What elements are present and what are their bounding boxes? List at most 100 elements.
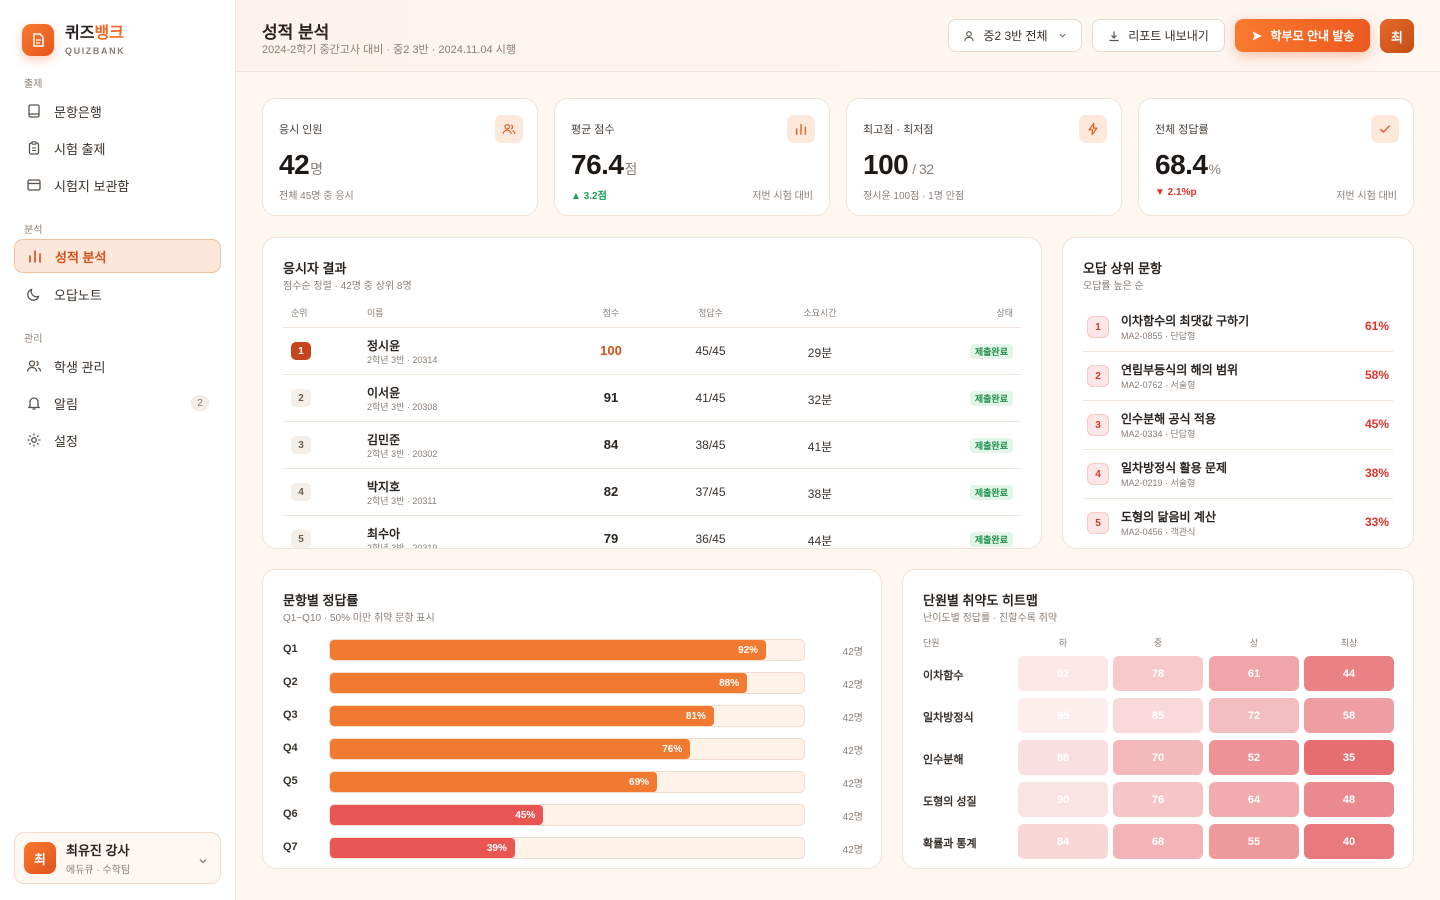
sidebar-item-score-analysis[interactable]: 성적 분석 (14, 239, 221, 273)
export-report-button[interactable]: 리포트 내보내기 (1092, 19, 1225, 52)
heatmap-cell[interactable]: 40 (1304, 824, 1394, 859)
list-item[interactable]: 5 도형의 닮음비 계산 MA2-0456 · 객관식 33% (1083, 499, 1393, 548)
users-icon (25, 357, 43, 375)
student-name: 김민준 (367, 433, 401, 447)
col-header-score[interactable]: 점수 (602, 308, 620, 318)
respondent-count: 42명 (842, 680, 863, 691)
col-header-rank[interactable]: 순위 (291, 308, 308, 318)
heatmap-cell[interactable]: 76 (1113, 782, 1203, 817)
sidebar-item-create-exam[interactable]: 시험 출제 (14, 131, 221, 165)
col-header-correct[interactable]: 정답수 (698, 308, 723, 318)
heatmap-unit-header: 단원 (923, 638, 940, 648)
sidebar-item-students[interactable]: 학생 관리 (14, 349, 221, 383)
student-correct: 45/45 (695, 344, 726, 358)
heatmap-level-header: 하 (1058, 638, 1068, 648)
sidebar-item-question-bank[interactable]: 문항은행 (14, 94, 221, 128)
kpi-label: 전체 정답률 (1155, 124, 1209, 136)
list-item[interactable]: 4 일차방정식 활용 문제 MA2-0219 · 서술형 38% (1083, 450, 1393, 499)
wrong-rate: 58% (1364, 368, 1389, 382)
table-row[interactable]: 4 박지호 2학년 3반 · 20311 82 37/45 38분 제출완료 (283, 468, 1021, 515)
heatmap-cell[interactable]: 35 (1304, 740, 1394, 775)
bar-chart-icon (787, 115, 815, 143)
heatmap-unit-label: 도형의 성질 (923, 796, 977, 808)
heatmap-cell[interactable]: 55 (1209, 824, 1299, 859)
list-item[interactable]: 1 이차함수의 최댓값 구하기 MA2-0855 · 단답형 61% (1083, 303, 1393, 352)
status-badge: 제출완료 (969, 438, 1013, 453)
heatmap-cell[interactable]: 68 (1113, 824, 1203, 859)
student-time: 41분 (807, 440, 833, 454)
question-label: Q6 (283, 808, 298, 820)
heatmap-unit-label: 인수분해 (923, 754, 964, 766)
brand-logo[interactable]: 퀴즈뱅크 QUIZBANK (22, 24, 125, 56)
accuracy-bar: 76% (330, 739, 691, 759)
question-accuracy-row[interactable]: Q1 92% 42명 (283, 639, 863, 661)
question-label: Q3 (283, 709, 298, 721)
kpi-value: 76.4점 (571, 149, 637, 180)
results-card: 응시자 결과 점수순 정렬 · 42명 중 상위 8명 순위 이름 점수 정답수… (262, 237, 1042, 549)
col-header-status[interactable]: 상태 (996, 308, 1013, 318)
question-accuracy-row[interactable]: Q3 81% 42명 (283, 705, 863, 727)
sidebar: 퀴즈뱅크 QUIZBANK 출제 문항은행 시험 출제 시험지 보관함 분석 성… (0, 0, 236, 900)
heatmap-cell[interactable]: 61 (1209, 656, 1299, 691)
question-accuracy-row[interactable]: Q2 88% 42명 (283, 672, 863, 694)
table-row[interactable]: 2 이서윤 2학년 3반 · 20308 91 41/45 32분 제출완료 (283, 374, 1021, 421)
sidebar-item-settings[interactable]: 설정 (14, 423, 221, 457)
table-row[interactable]: 1 정시윤 2학년 3반 · 20314 100 45/45 29분 제출완료 (283, 327, 1021, 374)
header-avatar[interactable]: 최 (1380, 19, 1414, 53)
student-score: 79 (603, 531, 619, 546)
sidebar-item-label: 문항은행 (54, 104, 102, 120)
avatar: 최 (24, 842, 56, 874)
send-parent-notice-button[interactable]: 학부모 안내 발송 (1235, 19, 1370, 52)
col-header-name[interactable]: 이름 (367, 308, 384, 318)
heatmap-cell[interactable]: 95 (1018, 698, 1108, 733)
col-header-time[interactable]: 소요시간 (803, 308, 837, 318)
list-item[interactable]: 2 연립부등식의 해의 범위 MA2-0762 · 서술형 58% (1083, 352, 1393, 401)
heatmap-cell[interactable]: 85 (1113, 698, 1203, 733)
class-select-dropdown[interactable]: 중2 3반 전체 (948, 19, 1082, 52)
question-accuracy-row[interactable]: Q5 69% 42명 (283, 771, 863, 793)
sidebar-item-wrong-notes[interactable]: 오답노트 (14, 277, 221, 311)
student-time: 44분 (807, 534, 833, 548)
kpi-label: 응시 인원 (279, 124, 323, 136)
question-label: Q1 (283, 643, 298, 655)
student-meta: 2학년 3반 · 20314 (367, 355, 438, 365)
kpi-card-accuracy: 전체 정답률 68.4% ▼ 2.1%p 저번 시험 대비 (1138, 98, 1414, 216)
table-row[interactable]: 5 최수아 2학년 3반 · 20319 79 36/45 44분 제출완료 (283, 515, 1021, 548)
kpi-label: 최고점 · 최저점 (863, 124, 934, 136)
wrong-title: 오답 상위 문항 (1083, 261, 1162, 276)
results-title: 응시자 결과 (283, 261, 347, 276)
heatmap-cell[interactable]: 44 (1304, 656, 1394, 691)
question-label: Q7 (283, 841, 298, 853)
status-badge: 제출완료 (969, 485, 1013, 500)
heatmap-cell[interactable]: 90 (1018, 782, 1108, 817)
table-row[interactable]: 3 김민준 2학년 3반 · 20302 84 38/45 41분 제출완료 (283, 421, 1021, 468)
question-accuracy-row[interactable]: Q7 39% 42명 (283, 837, 863, 859)
heatmap-cell[interactable]: 48 (1304, 782, 1394, 817)
sidebar-item-label: 시험 출제 (54, 141, 106, 157)
heatmap-cell[interactable]: 84 (1018, 824, 1108, 859)
wrong-question-code: MA2-0219 · 서술형 (1121, 478, 1196, 488)
heatmap-cell[interactable]: 78 (1113, 656, 1203, 691)
question-accuracy-row[interactable]: Q6 45% 42명 (283, 804, 863, 826)
sidebar-item-label: 설정 (54, 433, 78, 449)
heatmap-cell[interactable]: 88 (1018, 740, 1108, 775)
student-time: 38분 (807, 487, 833, 501)
brand-name: 퀴즈뱅크 (65, 24, 124, 42)
sidebar-item-exam-archive[interactable]: 시험지 보관함 (14, 168, 221, 202)
heatmap-cell[interactable]: 58 (1304, 698, 1394, 733)
wrong-rate: 61% (1364, 319, 1389, 333)
wrong-question-code: MA2-0855 · 단답형 (1121, 331, 1196, 341)
nav-section-analysis: 분석 (24, 225, 43, 236)
kpi-foot: 정시윤 100점 · 1명 만점 (863, 191, 965, 202)
sidebar-item-notifications[interactable]: 알림 2 (14, 386, 221, 420)
list-item[interactable]: 3 인수분해 공식 적용 MA2-0334 · 단답형 45% (1083, 401, 1393, 450)
accuracy-bar: 39% (330, 838, 515, 858)
heatmap-cell[interactable]: 72 (1209, 698, 1299, 733)
heatmap-cell[interactable]: 92 (1018, 656, 1108, 691)
heatmap-cell[interactable]: 64 (1209, 782, 1299, 817)
heatmap-title: 단원별 취약도 히트맵 (923, 593, 1038, 608)
question-accuracy-row[interactable]: Q4 76% 42명 (283, 738, 863, 760)
heatmap-cell[interactable]: 52 (1209, 740, 1299, 775)
heatmap-cell[interactable]: 70 (1113, 740, 1203, 775)
user-profile-card[interactable]: 최 최유진 강사 에듀큐 · 수학팀 (14, 832, 221, 884)
